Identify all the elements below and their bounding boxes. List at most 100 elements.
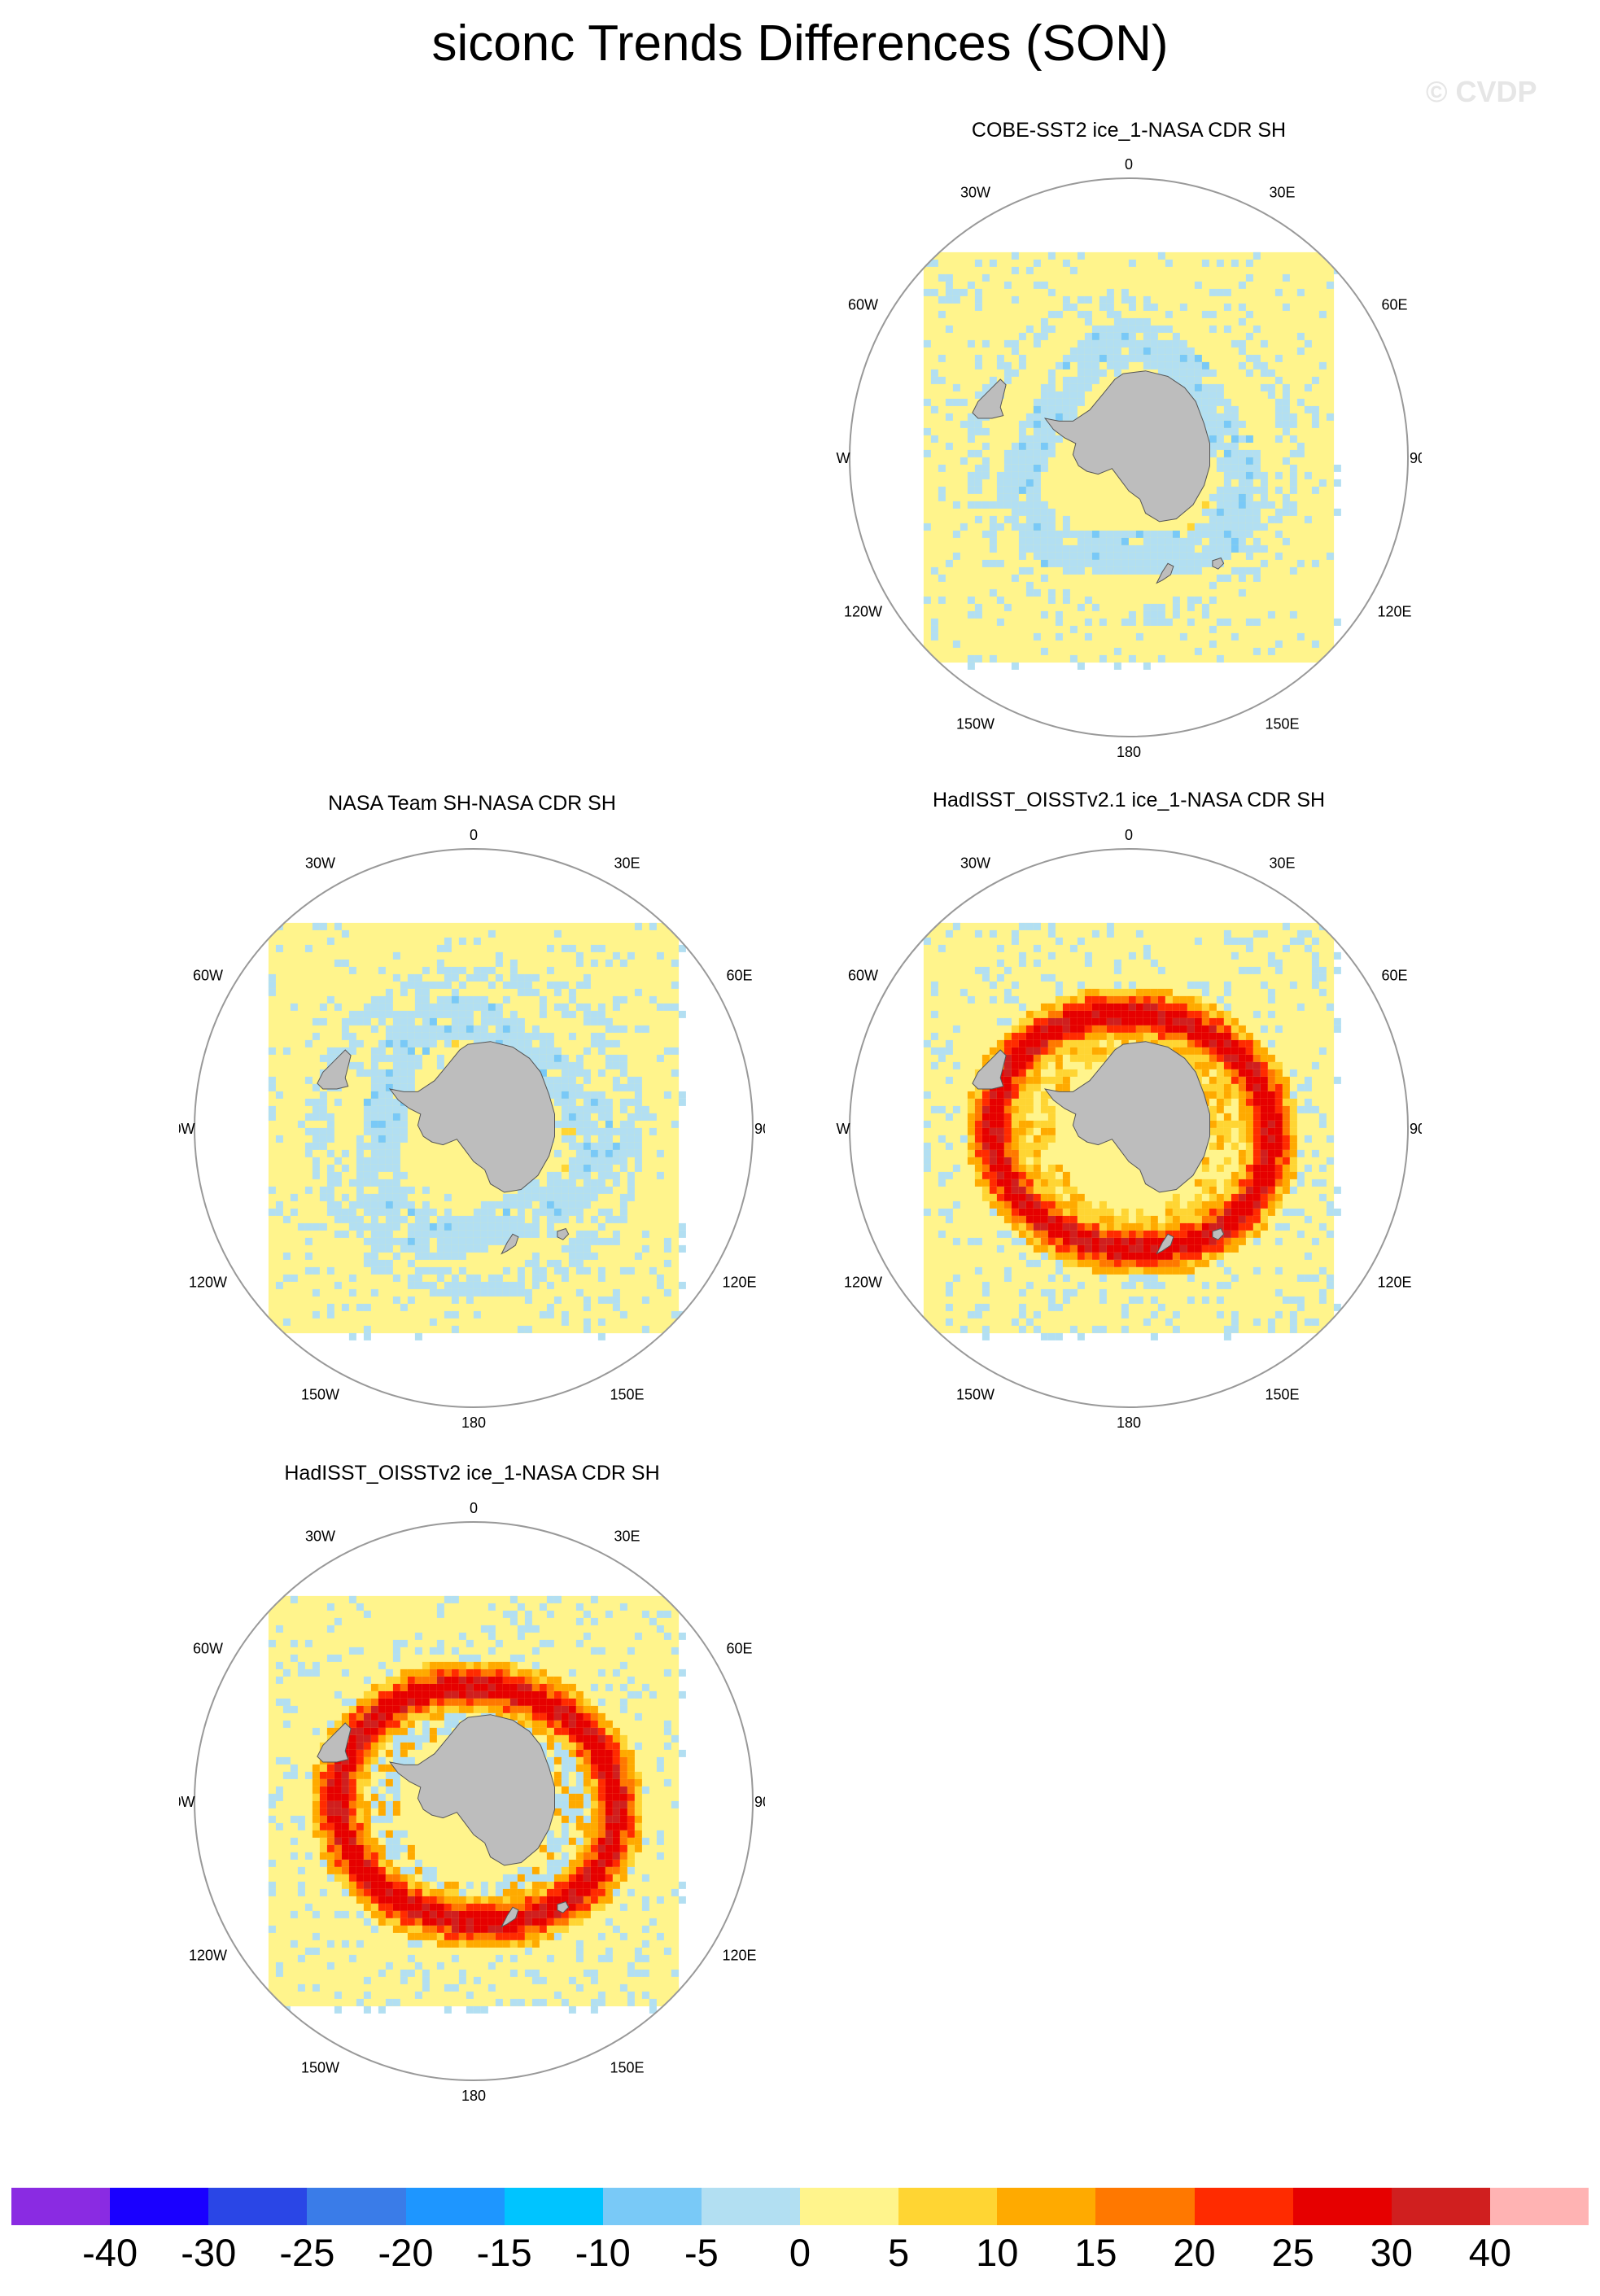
colorbar-tick-label: 25 xyxy=(1271,2231,1314,2274)
longitude-label: 120E xyxy=(1377,604,1411,620)
colorbar-swatch xyxy=(602,2188,702,2225)
land-antarctica xyxy=(1043,1041,1210,1193)
longitude-label: 90E xyxy=(1410,1121,1422,1137)
panel-title: NASA Team SH-NASA CDR SH xyxy=(328,792,616,815)
map-boundary xyxy=(194,1521,754,2081)
colorbar-swatch xyxy=(1194,2188,1293,2225)
colorbar-swatch xyxy=(1489,2188,1589,2225)
land-tasmania xyxy=(557,1227,570,1240)
colorbar-swatch xyxy=(1292,2188,1392,2225)
colorbar-tick-label: -40 xyxy=(82,2231,138,2274)
longitude-label: 30E xyxy=(614,855,640,872)
data-field xyxy=(923,922,1341,1340)
longitude-label: 150E xyxy=(610,1387,644,1403)
colorbar-swatch xyxy=(898,2188,998,2225)
land-south-america xyxy=(972,1049,1007,1090)
colorbar-tick-label: -25 xyxy=(279,2231,335,2274)
longitude-label: 60E xyxy=(1381,968,1407,984)
colorbar-swatch xyxy=(307,2188,406,2225)
longitude-label: 120W xyxy=(844,1275,882,1291)
longitude-label: 30W xyxy=(305,1528,335,1545)
longitude-label: 180 xyxy=(1117,1415,1141,1431)
longitude-label: 120E xyxy=(1377,1275,1411,1291)
longitude-label: 120E xyxy=(722,1948,756,1964)
colorbar-swatch xyxy=(701,2188,800,2225)
colorbar-tick-label: -10 xyxy=(575,2231,631,2274)
map-panel-hadoi21: HadISST_OISSTv2.1 ice_1-NASA CDR SH 0 30E… xyxy=(836,784,1422,1435)
colorbar-tick-label: 30 xyxy=(1370,2231,1413,2274)
land-new-zealand xyxy=(501,1906,519,1928)
polar-map: 0 30E 60E 90E 120E 150E 180 150W 120W 90W 60W 30W xyxy=(179,827,765,1431)
map-boundary xyxy=(849,848,1409,1408)
data-field xyxy=(268,1595,686,2014)
longitude-label: 0 xyxy=(470,1500,478,1516)
longitude-label: 150W xyxy=(301,1387,339,1403)
longitude-label: 120E xyxy=(722,1275,756,1291)
colorbar-swatch xyxy=(1391,2188,1490,2225)
colorbar-tick-label: -5 xyxy=(684,2231,719,2274)
land-tasmania xyxy=(1212,557,1225,570)
colorbar-tick-label: 0 xyxy=(789,2231,811,2274)
longitude-label: 60E xyxy=(726,1641,752,1657)
longitude-label: 180 xyxy=(1117,744,1141,760)
longitude-label: 180 xyxy=(461,2088,486,2104)
panel-title: COBE-SST2 ice_1-NASA CDR SH xyxy=(971,119,1287,142)
longitude-label: 60W xyxy=(848,297,878,313)
colorbar-tick-label: -20 xyxy=(378,2231,434,2274)
colorbar-tick-label: 20 xyxy=(1173,2231,1216,2274)
colorbar-tick-label: 40 xyxy=(1468,2231,1512,2274)
longitude-label: 90W xyxy=(836,1121,850,1137)
colorbar-tick-label: -15 xyxy=(476,2231,532,2274)
colorbar-tick-label: 5 xyxy=(888,2231,910,2274)
longitude-label: 60E xyxy=(726,968,752,984)
land-antarctica xyxy=(388,1041,555,1193)
longitude-label: 90W xyxy=(179,1794,195,1810)
longitude-label: 180 xyxy=(461,1415,486,1431)
page-title: siconc Trends Differences (SON) xyxy=(431,15,1169,72)
colorbar-swatch xyxy=(1095,2188,1195,2225)
longitude-label: 60W xyxy=(848,968,878,984)
land-new-zealand xyxy=(1156,1233,1174,1255)
polar-map: 0 30E 60E 90E 120E 150E 180 150W 120W 90W 60W 30W xyxy=(836,156,1422,760)
data-field xyxy=(923,251,1341,670)
longitude-label: 120W xyxy=(189,1275,227,1291)
land-south-america xyxy=(972,378,1007,419)
longitude-label: 150E xyxy=(1265,1387,1299,1403)
map-boundary xyxy=(194,848,754,1408)
colorbar-swatch xyxy=(11,2188,111,2225)
longitude-label: 60E xyxy=(1381,297,1407,313)
polar-map: 0 30E 60E 90E 120E 150E 180 150W 120W 90W 60W 30W xyxy=(836,827,1422,1431)
map-panel-nasateam: NASA Team SH-NASA CDR SH 0 30E 60E 90E 120E 1… xyxy=(179,784,765,1435)
map-boundary xyxy=(849,177,1409,737)
watermark: © CVDP xyxy=(1426,75,1537,108)
data-field xyxy=(268,922,686,1340)
colorbar-tick-label: -30 xyxy=(181,2231,237,2274)
longitude-label: 60W xyxy=(193,1641,223,1657)
longitude-label: 30W xyxy=(960,855,990,872)
longitude-label: 30W xyxy=(960,185,990,201)
land-antarctica xyxy=(388,1714,555,1866)
longitude-label: 90E xyxy=(1410,450,1422,466)
polar-map: 0 30E 60E 90E 120E 150E 180 150W 120W 90W 60W 30W xyxy=(179,1500,765,2104)
longitude-label: 150E xyxy=(610,2060,644,2076)
colorbar-swatch xyxy=(504,2188,603,2225)
land-new-zealand xyxy=(1156,562,1174,584)
longitude-label: 90W xyxy=(179,1121,195,1137)
longitude-label: 0 xyxy=(1125,827,1133,843)
panel-title: HadISST_OISSTv2 ice_1-NASA CDR SH xyxy=(284,1462,660,1485)
land-south-america xyxy=(317,1049,352,1090)
panel-title: HadISST_OISSTv2.1 ice_1-NASA CDR SH xyxy=(932,789,1326,811)
longitude-label: 90E xyxy=(754,1121,765,1137)
longitude-label: 90E xyxy=(754,1794,765,1810)
longitude-label: 30E xyxy=(1269,855,1295,872)
map-panel-hadoi2: HadISST_OISSTv2 ice_1-NASA CDR SH 0 30E 60… xyxy=(179,1457,765,2108)
land-new-zealand xyxy=(501,1233,519,1255)
longitude-label: 30E xyxy=(1269,185,1295,201)
colorbar-labels: -40 -30 -25 -20 -15 -10 -5 0 5 10 15 20 25 30 40 xyxy=(0,2230,1600,2279)
colorbar-tick-label: 10 xyxy=(976,2231,1019,2274)
colorbar-swatch xyxy=(997,2188,1096,2225)
longitude-label: 30E xyxy=(614,1528,640,1545)
colorbar-swatch xyxy=(110,2188,209,2225)
longitude-label: 0 xyxy=(470,827,478,843)
longitude-label: 150E xyxy=(1265,716,1299,733)
